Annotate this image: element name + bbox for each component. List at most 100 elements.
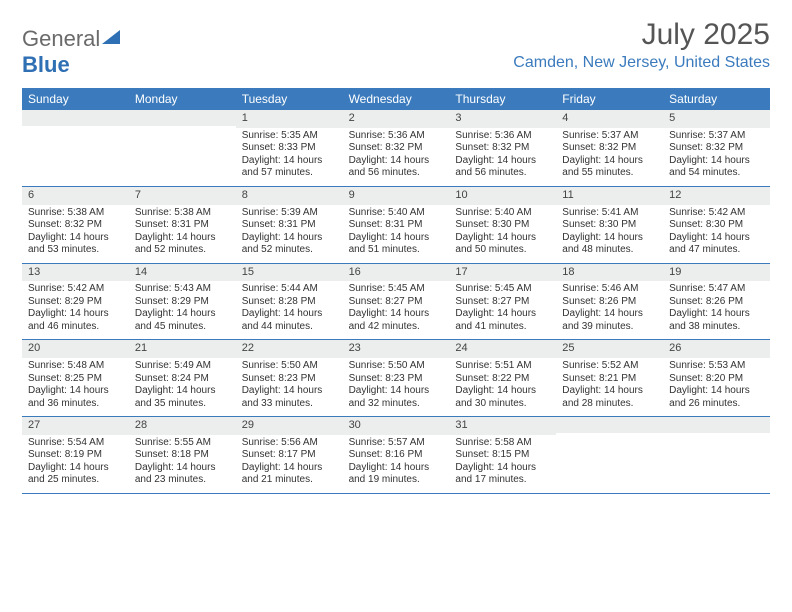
cell-body: Sunrise: 5:52 AMSunset: 8:21 PMDaylight:… [556,358,663,416]
daylight-text: Daylight: 14 hours and 32 minutes. [349,385,444,410]
day-number: 5 [663,110,770,128]
weekday-label: Tuesday [236,88,343,110]
sunrise-text: Sunrise: 5:45 AM [349,283,444,296]
sunset-text: Sunset: 8:20 PM [669,373,764,386]
cell-body: Sunrise: 5:41 AMSunset: 8:30 PMDaylight:… [556,205,663,263]
cell-body: Sunrise: 5:42 AMSunset: 8:29 PMDaylight:… [22,281,129,339]
sunset-text: Sunset: 8:31 PM [242,219,337,232]
daylight-text: Daylight: 14 hours and 48 minutes. [562,232,657,257]
daylight-text: Daylight: 14 hours and 51 minutes. [349,232,444,257]
sunrise-text: Sunrise: 5:53 AM [669,360,764,373]
calendar-cell: 14Sunrise: 5:43 AMSunset: 8:29 PMDayligh… [129,264,236,340]
day-number: 29 [236,417,343,435]
day-number: 25 [556,340,663,358]
day-number: 26 [663,340,770,358]
day-number: 11 [556,187,663,205]
sunset-text: Sunset: 8:27 PM [349,296,444,309]
sunrise-text: Sunrise: 5:44 AM [242,283,337,296]
weekday-label: Wednesday [343,88,450,110]
sunset-text: Sunset: 8:21 PM [562,373,657,386]
sail-icon [100,26,122,44]
weekday-label: Thursday [449,88,556,110]
cell-body: Sunrise: 5:36 AMSunset: 8:32 PMDaylight:… [449,128,556,186]
day-number: 13 [22,264,129,282]
sunrise-text: Sunrise: 5:56 AM [242,437,337,450]
calendar-cell: 7Sunrise: 5:38 AMSunset: 8:31 PMDaylight… [129,187,236,263]
cell-body: Sunrise: 5:44 AMSunset: 8:28 PMDaylight:… [236,281,343,339]
daylight-text: Daylight: 14 hours and 21 minutes. [242,462,337,487]
day-number: 15 [236,264,343,282]
calendar-cell [556,417,663,493]
day-number: 1 [236,110,343,128]
day-number: 28 [129,417,236,435]
sunset-text: Sunset: 8:26 PM [669,296,764,309]
day-number: 24 [449,340,556,358]
cell-body: Sunrise: 5:58 AMSunset: 8:15 PMDaylight:… [449,435,556,493]
calendar-cell: 22Sunrise: 5:50 AMSunset: 8:23 PMDayligh… [236,340,343,416]
sunrise-text: Sunrise: 5:38 AM [28,207,123,220]
day-number: 14 [129,264,236,282]
cell-body: Sunrise: 5:53 AMSunset: 8:20 PMDaylight:… [663,358,770,416]
day-number: 12 [663,187,770,205]
sunrise-text: Sunrise: 5:36 AM [349,130,444,143]
sunrise-text: Sunrise: 5:40 AM [455,207,550,220]
day-number: 22 [236,340,343,358]
sunrise-text: Sunrise: 5:43 AM [135,283,230,296]
calendar-week: 1Sunrise: 5:35 AMSunset: 8:33 PMDaylight… [22,110,770,187]
cell-body: Sunrise: 5:37 AMSunset: 8:32 PMDaylight:… [556,128,663,186]
cell-body: Sunrise: 5:40 AMSunset: 8:31 PMDaylight:… [343,205,450,263]
calendar-cell: 17Sunrise: 5:45 AMSunset: 8:27 PMDayligh… [449,264,556,340]
sunrise-text: Sunrise: 5:47 AM [669,283,764,296]
brand-logo: GeneralBlue [22,18,122,78]
daylight-text: Daylight: 14 hours and 56 minutes. [349,155,444,180]
calendar-week: 27Sunrise: 5:54 AMSunset: 8:19 PMDayligh… [22,417,770,494]
day-number: 8 [236,187,343,205]
calendar-cell: 8Sunrise: 5:39 AMSunset: 8:31 PMDaylight… [236,187,343,263]
day-number: 17 [449,264,556,282]
cell-body: Sunrise: 5:37 AMSunset: 8:32 PMDaylight:… [663,128,770,186]
day-number: 30 [343,417,450,435]
day-number: 20 [22,340,129,358]
cell-body: Sunrise: 5:47 AMSunset: 8:26 PMDaylight:… [663,281,770,339]
cell-body: Sunrise: 5:42 AMSunset: 8:30 PMDaylight:… [663,205,770,263]
calendar-cell [22,110,129,186]
daylight-text: Daylight: 14 hours and 46 minutes. [28,308,123,333]
cell-body [556,433,663,491]
sunrise-text: Sunrise: 5:37 AM [562,130,657,143]
sunrise-text: Sunrise: 5:37 AM [669,130,764,143]
calendar-page: GeneralBlue July 2025 Camden, New Jersey… [0,0,792,494]
sunrise-text: Sunrise: 5:48 AM [28,360,123,373]
cell-body: Sunrise: 5:43 AMSunset: 8:29 PMDaylight:… [129,281,236,339]
sunset-text: Sunset: 8:18 PM [135,449,230,462]
calendar-cell: 28Sunrise: 5:55 AMSunset: 8:18 PMDayligh… [129,417,236,493]
cell-body: Sunrise: 5:49 AMSunset: 8:24 PMDaylight:… [129,358,236,416]
page-header: GeneralBlue July 2025 Camden, New Jersey… [22,18,770,78]
cell-body: Sunrise: 5:39 AMSunset: 8:31 PMDaylight:… [236,205,343,263]
daylight-text: Daylight: 14 hours and 57 minutes. [242,155,337,180]
weekday-label: Friday [556,88,663,110]
day-number: 27 [22,417,129,435]
cell-body: Sunrise: 5:38 AMSunset: 8:32 PMDaylight:… [22,205,129,263]
cell-body: Sunrise: 5:45 AMSunset: 8:27 PMDaylight:… [343,281,450,339]
sunrise-text: Sunrise: 5:41 AM [562,207,657,220]
calendar-cell: 21Sunrise: 5:49 AMSunset: 8:24 PMDayligh… [129,340,236,416]
cell-body: Sunrise: 5:57 AMSunset: 8:16 PMDaylight:… [343,435,450,493]
calendar-cell: 16Sunrise: 5:45 AMSunset: 8:27 PMDayligh… [343,264,450,340]
sunset-text: Sunset: 8:32 PM [349,142,444,155]
sunset-text: Sunset: 8:33 PM [242,142,337,155]
calendar-cell: 1Sunrise: 5:35 AMSunset: 8:33 PMDaylight… [236,110,343,186]
cell-body: Sunrise: 5:54 AMSunset: 8:19 PMDaylight:… [22,435,129,493]
day-number [663,417,770,433]
cell-body: Sunrise: 5:36 AMSunset: 8:32 PMDaylight:… [343,128,450,186]
calendar-cell: 26Sunrise: 5:53 AMSunset: 8:20 PMDayligh… [663,340,770,416]
title-block: July 2025 Camden, New Jersey, United Sta… [513,18,770,72]
calendar-week: 20Sunrise: 5:48 AMSunset: 8:25 PMDayligh… [22,340,770,417]
day-number: 9 [343,187,450,205]
daylight-text: Daylight: 14 hours and 41 minutes. [455,308,550,333]
daylight-text: Daylight: 14 hours and 17 minutes. [455,462,550,487]
daylight-text: Daylight: 14 hours and 19 minutes. [349,462,444,487]
cell-body [129,126,236,184]
sunset-text: Sunset: 8:19 PM [28,449,123,462]
calendar-cell: 12Sunrise: 5:42 AMSunset: 8:30 PMDayligh… [663,187,770,263]
cell-body [22,126,129,184]
